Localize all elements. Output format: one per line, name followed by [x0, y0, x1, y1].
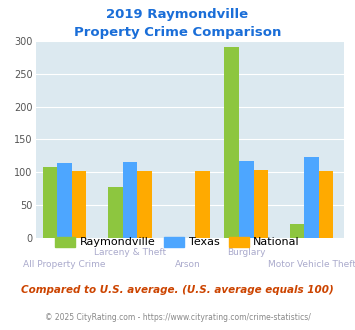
Text: Compared to U.S. average. (U.S. average equals 100): Compared to U.S. average. (U.S. average … [21, 285, 334, 295]
Bar [72, 171, 86, 238]
Bar [57, 163, 72, 238]
Bar [123, 162, 137, 238]
Legend: Raymondville, Texas, National: Raymondville, Texas, National [51, 232, 304, 252]
Text: 2019 Raymondville: 2019 Raymondville [106, 8, 248, 21]
Bar [137, 171, 152, 238]
Text: Arson: Arson [175, 260, 201, 269]
Text: Larceny & Theft: Larceny & Theft [94, 248, 166, 257]
Bar [239, 161, 253, 238]
Bar [108, 187, 123, 238]
Bar [304, 157, 319, 238]
Bar [253, 170, 268, 238]
Text: All Property Crime: All Property Crime [23, 260, 106, 269]
Text: © 2025 CityRating.com - https://www.cityrating.com/crime-statistics/: © 2025 CityRating.com - https://www.city… [45, 314, 310, 322]
Text: Motor Vehicle Theft: Motor Vehicle Theft [268, 260, 355, 269]
Bar [290, 224, 304, 238]
Bar [319, 171, 333, 238]
Bar [43, 167, 57, 238]
Text: Burglary: Burglary [227, 248, 266, 257]
Bar [224, 47, 239, 238]
Bar [195, 171, 210, 238]
Text: Property Crime Comparison: Property Crime Comparison [74, 26, 281, 39]
